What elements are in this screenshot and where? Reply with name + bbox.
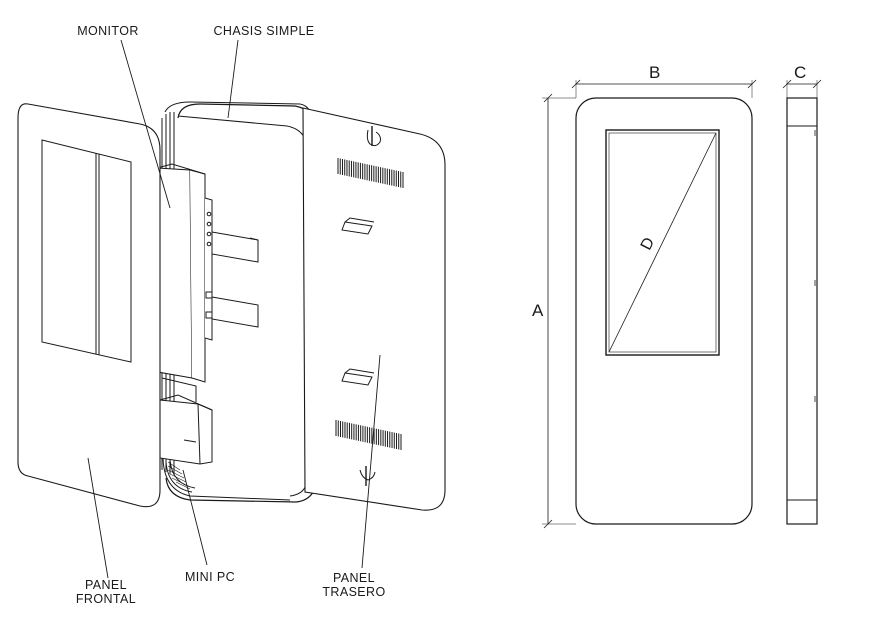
front-view bbox=[575, 97, 753, 525]
diagonal-line bbox=[608, 132, 717, 353]
leader-lines bbox=[87, 39, 381, 579]
callout-panel-frontal-line-2: FRONTAL bbox=[75, 592, 137, 606]
side-view bbox=[786, 97, 818, 525]
callout-panel-trasero-line-1: PANEL bbox=[332, 571, 376, 585]
callout-monitor: MONITOR bbox=[77, 24, 139, 38]
callout-panel-frontal-line-1: PANEL bbox=[84, 578, 128, 592]
dimension-label-c: C bbox=[794, 63, 807, 82]
panel-trasero bbox=[302, 107, 446, 511]
callout-mini-pc: MINI PC bbox=[184, 570, 236, 584]
callout-panel-trasero: PANEL TRASERO bbox=[306, 571, 402, 599]
callout-panel-trasero-line-2: TRASERO bbox=[322, 585, 386, 599]
callout-panel-frontal: PANEL FRONTAL bbox=[58, 578, 154, 606]
monitor bbox=[156, 163, 259, 383]
dimension-label-a: A bbox=[532, 301, 544, 320]
dimension-label-b: B bbox=[649, 63, 661, 82]
callout-chasis-simple: CHASIS SIMPLE bbox=[213, 24, 315, 38]
dimension-lines bbox=[542, 79, 822, 529]
panel-frontal bbox=[17, 103, 161, 508]
dimension-label-d: D bbox=[638, 235, 658, 253]
